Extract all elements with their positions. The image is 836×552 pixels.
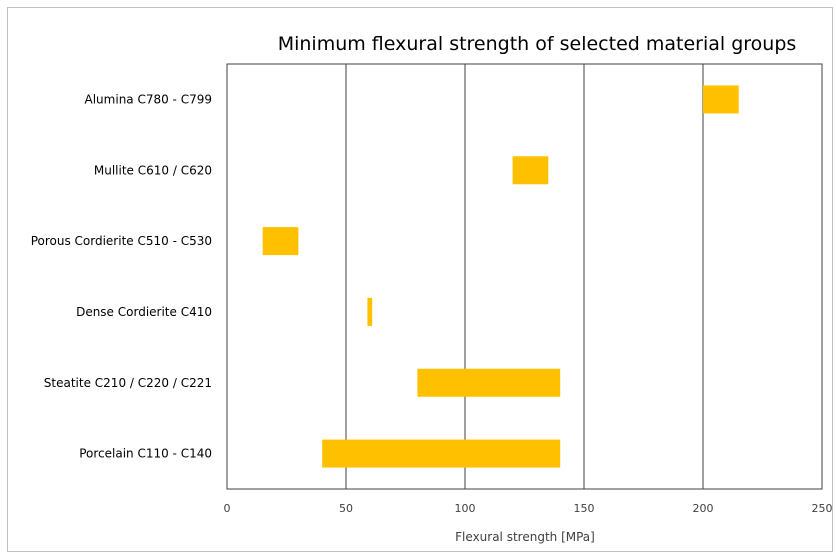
x-tick-label: 250 [812,502,833,515]
chart-title: Minimum flexural strength of selected ma… [278,33,797,55]
x-tick-label: 150 [574,502,595,515]
category-label: Alumina C780 - C799 [85,92,212,106]
plot-area [226,63,823,490]
x-tick-label: 200 [693,502,714,515]
category-label: Dense Cordierite C410 [76,305,212,319]
x-axis-label: Flexural strength [MPa] [455,530,595,544]
bar [703,85,739,114]
bar [367,297,373,326]
category-label: Porcelain C110 - C140 [79,447,212,461]
bar [512,156,549,185]
bar [417,368,561,397]
category-label: Porous Cordierite C510 - C530 [31,234,212,248]
x-tick-label: 0 [224,502,231,515]
bar [262,227,299,256]
category-label: Mullite C610 / C620 [94,163,212,177]
category-labels: Alumina C780 - C799 Mullite C610 / C620 Po… [31,92,212,460]
bars [262,85,739,468]
x-tick-label: 50 [339,502,353,515]
x-tick-labels: 0 50 100 150 200 250 [224,502,833,515]
bar [322,439,561,468]
category-label: Steatite C210 / C220 / C221 [44,376,212,390]
x-tick-label: 100 [455,502,476,515]
gridlines [345,64,704,489]
